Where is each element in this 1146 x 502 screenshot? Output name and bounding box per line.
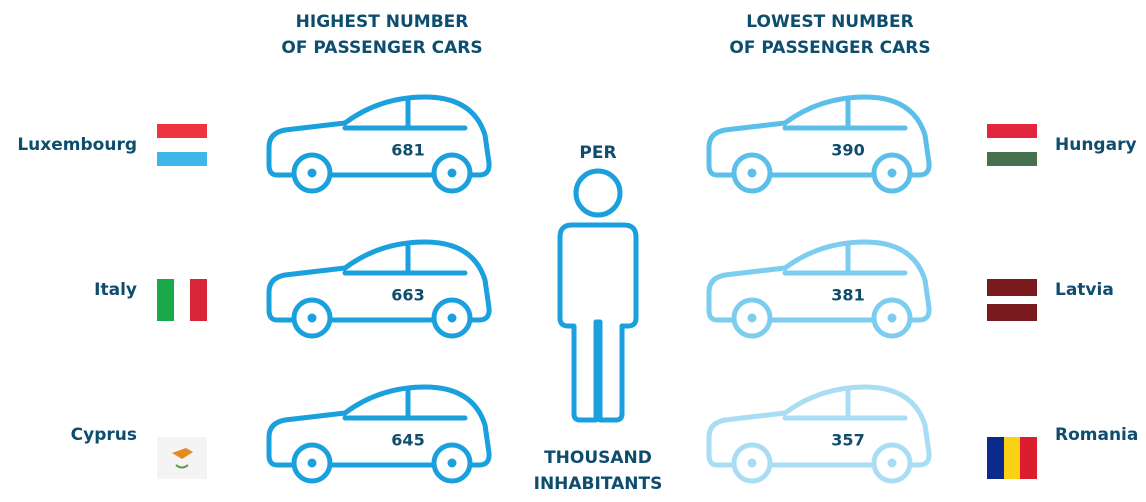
center-label: PER	[579, 143, 616, 163]
car-value: 390	[831, 141, 864, 160]
flag-hungary	[987, 124, 1037, 166]
car-icon	[709, 97, 929, 191]
car-value: 381	[831, 286, 864, 305]
flag-latvia	[987, 279, 1037, 321]
flag-cyprus	[157, 437, 207, 479]
flag-romania	[987, 437, 1037, 479]
flag-luxembourg	[157, 124, 207, 166]
header-line: LOWEST NUMBER	[746, 12, 913, 32]
country-name: Latvia	[1055, 280, 1114, 300]
car-value: 681	[391, 141, 424, 160]
car-icon	[269, 242, 489, 336]
center-label: THOUSAND	[544, 448, 652, 468]
country-name: Italy	[94, 280, 137, 300]
car-icon	[269, 97, 489, 191]
car-value: 357	[831, 431, 864, 450]
country-name: Cyprus	[71, 425, 137, 445]
car-icon	[709, 242, 929, 336]
car-icon	[709, 387, 929, 481]
header-line: OF PASSENGER CARS	[729, 38, 930, 58]
country-name: Luxembourg	[17, 135, 137, 155]
country-name: Romania	[1055, 425, 1138, 445]
car-value: 663	[391, 286, 424, 305]
flag-italy	[157, 279, 207, 321]
car-icon	[269, 387, 489, 481]
center-label: INHABITANTS	[534, 474, 663, 494]
header-line: OF PASSENGER CARS	[281, 38, 482, 58]
person-icon	[557, 168, 639, 423]
car-value: 645	[391, 431, 424, 450]
country-name: Hungary	[1055, 135, 1137, 155]
header-line: HIGHEST NUMBER	[296, 12, 469, 32]
